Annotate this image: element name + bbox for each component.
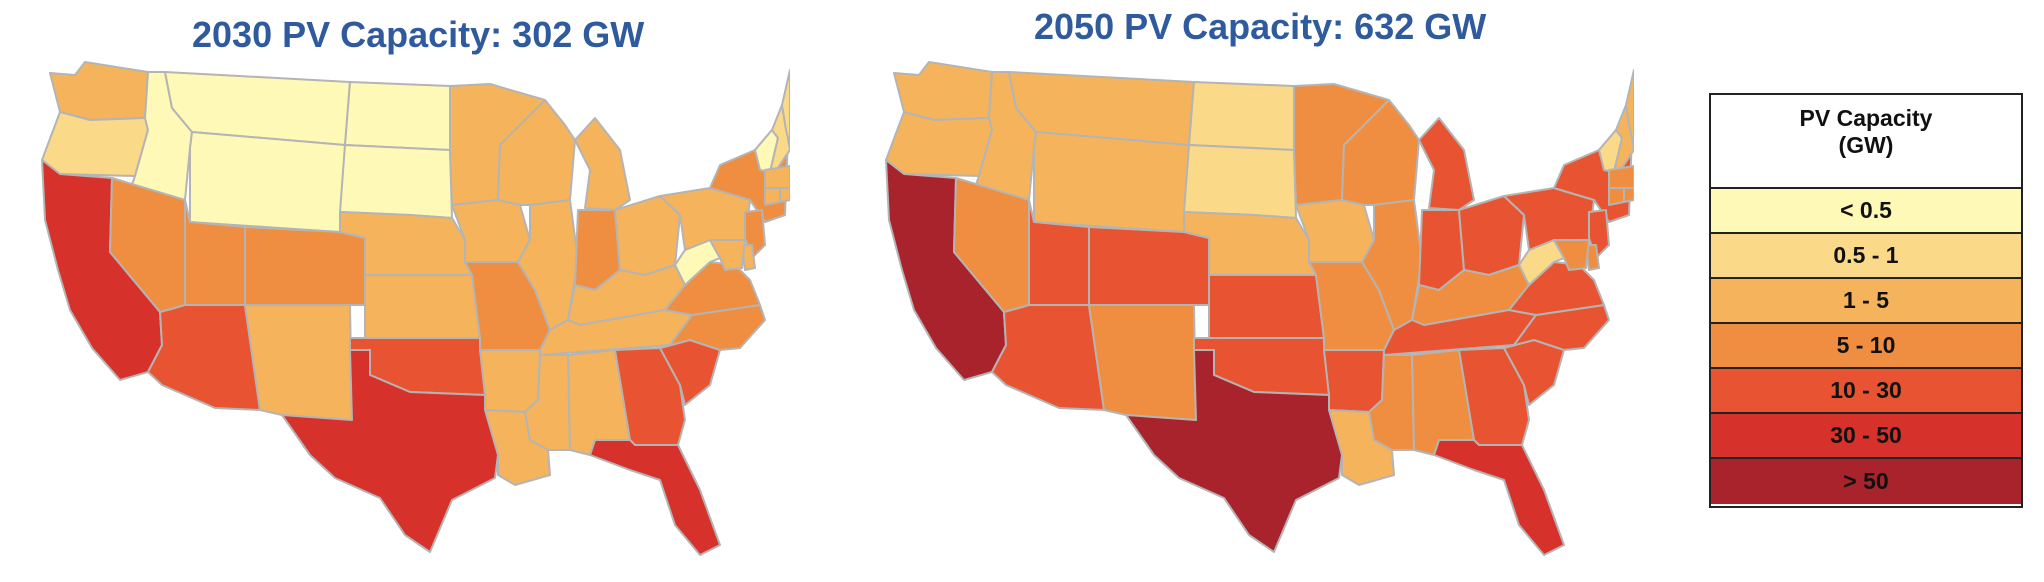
legend-bin: 1 - 5 — [1711, 279, 2021, 324]
legend-bin: 0.5 - 1 — [1711, 234, 2021, 279]
state-mi — [574, 117, 631, 211]
state-ri — [779, 187, 790, 203]
state-ks — [364, 274, 481, 339]
legend-bin: 10 - 30 — [1711, 369, 2021, 414]
state-az — [991, 304, 1105, 411]
state-de — [1585, 244, 1600, 271]
state-co — [244, 226, 366, 306]
state-oh — [1458, 195, 1525, 276]
legend-bin: 30 - 50 — [1711, 414, 2021, 459]
state-wa — [49, 61, 149, 121]
state-nd — [344, 81, 451, 151]
state-az — [147, 304, 261, 411]
state-wa — [893, 61, 993, 121]
state-wy — [1033, 131, 1190, 233]
legend-title-line2: (GW) — [1838, 132, 1894, 158]
state-ct — [1608, 187, 1625, 206]
state-ar — [1323, 349, 1385, 413]
state-ct — [764, 187, 781, 206]
state-ri — [1623, 187, 1634, 203]
state-ar — [479, 349, 541, 413]
legend-bin: < 0.5 — [1711, 189, 2021, 234]
state-or — [41, 111, 149, 177]
state-nd — [1188, 81, 1295, 151]
state-sd — [339, 144, 453, 219]
state-ks — [1208, 274, 1325, 339]
map-2050-title: 2050 PV Capacity: 632 GW — [1034, 6, 1487, 47]
state-or — [885, 111, 993, 177]
state-co — [1088, 226, 1210, 306]
state-nm — [1088, 304, 1197, 421]
state-tx — [1125, 349, 1343, 553]
us-map-2050 — [885, 61, 1634, 556]
state-md — [1553, 239, 1590, 271]
state-de — [741, 244, 756, 271]
legend-title-line1: PV Capacity — [1799, 105, 1933, 131]
state-ma — [1608, 165, 1634, 191]
map-2030-title: 2030 PV Capacity: 302 GW — [192, 14, 645, 55]
state-me — [1625, 69, 1634, 146]
state-fl — [1433, 439, 1565, 556]
state-tx — [281, 349, 499, 553]
state-nm — [244, 304, 353, 421]
state-wy — [189, 131, 346, 233]
state-md — [709, 239, 746, 271]
state-mi — [1418, 117, 1475, 211]
legend-bin: > 50 — [1711, 459, 2021, 504]
state-oh — [614, 195, 681, 276]
state-sd — [1183, 144, 1297, 219]
legend-bin: 5 - 10 — [1711, 324, 2021, 369]
state-me — [781, 69, 790, 146]
state-ma — [764, 165, 790, 191]
state-fl — [589, 439, 721, 556]
us-map-2030 — [41, 61, 790, 556]
legend-title: PV Capacity (GW) — [1711, 95, 2021, 189]
pv-capacity-legend: PV Capacity (GW) < 0.5 0.5 - 1 1 - 5 5 -… — [1709, 93, 2023, 508]
